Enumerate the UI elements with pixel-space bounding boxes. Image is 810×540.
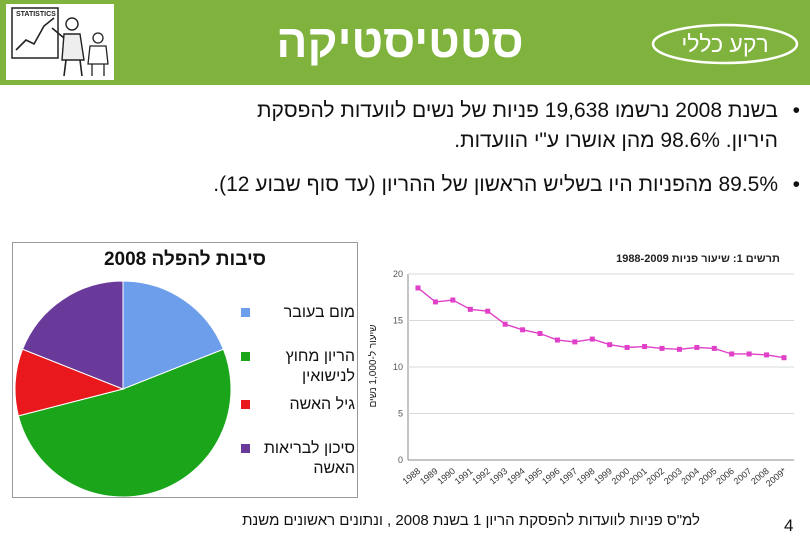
x-tick-label: 1988 (401, 466, 423, 487)
data-point (764, 352, 770, 358)
series-line (417, 287, 785, 359)
pie-chart-title: סיבות להפלה 2008 (103, 249, 267, 270)
y-tick-label: 20 (393, 269, 403, 279)
x-tick-label: 1999 (592, 466, 614, 487)
legend-item: מום בעובר (241, 303, 355, 323)
legend-label: הריון מחוץ לנישואין (285, 348, 355, 385)
logo-caption: STATISTICS (16, 11, 56, 18)
data-point (485, 308, 491, 314)
data-point (432, 299, 438, 305)
x-tick-label: 2000 (610, 466, 632, 487)
data-point (624, 344, 630, 350)
line-chart: תרשים 1: שיעור פניות 1988-2009 שיעור ל-1… (368, 253, 794, 489)
legend-item: הריון מחוץ לנישואין (241, 347, 355, 387)
y-tick-label: 10 (393, 362, 403, 372)
data-point (415, 285, 421, 291)
x-tick-label: 2004 (679, 466, 701, 487)
x-tick-label: 1992 (470, 466, 492, 487)
data-point (676, 346, 682, 352)
page-number: 4 (784, 516, 794, 535)
data-point (781, 355, 787, 361)
data-point (711, 345, 717, 351)
pie-slice (17, 348, 232, 497)
data-point (729, 351, 735, 357)
bullet-text-line: בשנת 2008 נרשמו 19,638 פניות של נשים לוו… (257, 99, 778, 122)
y-tick-label: 5 (398, 409, 403, 419)
x-tick-label: 2003 (662, 466, 684, 487)
legend-swatch (241, 444, 250, 453)
pie-slice (21, 280, 124, 390)
x-tick-label: 1994 (505, 466, 527, 487)
bullet-item: • 89.5% מהפניות היו בשליש הראשון של ההרי… (20, 170, 800, 200)
x-tick-label: 1997 (557, 466, 579, 487)
y-tick-label: 15 (393, 316, 403, 326)
y-tick-label: 0 (398, 455, 403, 465)
x-tick-label: 1996 (540, 466, 562, 487)
bullet-text-line: 89.5% מהפניות היו בשליש הראשון של ההריון… (213, 173, 778, 196)
legend-item: גיל האשה (241, 395, 355, 415)
pie-chart-panel: סיבות להפלה 2008 מום בעובר הריון מחוץ לנ… (12, 242, 358, 498)
slide-title: סטטיסטיקה (276, 15, 524, 67)
data-point (537, 331, 543, 337)
legend-label: מום בעובר (283, 304, 355, 321)
x-tick-label: 1989 (418, 466, 440, 487)
statistics-logo: STATISTICS (6, 4, 114, 80)
legend-swatch (241, 352, 250, 361)
x-tick-label: 2007 (732, 466, 754, 487)
data-point (502, 321, 508, 327)
brand-text: רקע כללי (681, 31, 768, 57)
bullet-dot-icon: • (792, 173, 800, 196)
x-tick-label: 2001 (627, 466, 649, 487)
data-point (520, 327, 526, 333)
source-footnote: למ"ס פניות לוועדות להפסקת הריון 1 בשנת 2… (242, 512, 700, 529)
x-tick-label: 1990 (435, 466, 457, 487)
bullet-dot-icon: • (792, 99, 800, 122)
data-point (607, 342, 613, 348)
x-tick-label: 2009* (764, 466, 789, 489)
x-tick-label: 2006 (714, 466, 736, 487)
line-chart-title: תרשים 1: שיעור פניות 1988-2009 (616, 253, 780, 265)
data-point (642, 344, 648, 350)
data-point (572, 339, 578, 345)
legend-swatch (241, 308, 250, 317)
x-tick-label: 2002 (645, 466, 667, 487)
brand-badge: רקע כללי (650, 22, 800, 66)
x-tick-label: 1991 (453, 466, 475, 487)
bullet-item: • בשנת 2008 נרשמו 19,638 פניות של נשים ל… (20, 96, 800, 156)
data-point (659, 345, 665, 351)
legend-label: גיל האשה (289, 396, 355, 413)
x-tick-label: 1998 (575, 466, 597, 487)
line-chart-ylabel: שיעור ל-1,000 נשים (368, 324, 379, 407)
pie-slice (122, 280, 225, 390)
pie-chart (14, 280, 232, 497)
x-tick-label: 1993 (488, 466, 510, 487)
line-plot-area: 0 5 10 15 20 19881989199019911992199319941995… (393, 269, 794, 489)
legend-label: סיכון לבריאות האשה (263, 440, 355, 477)
data-point (467, 306, 473, 312)
x-tick-label: 1995 (523, 466, 545, 487)
data-point (450, 297, 456, 303)
bullet-list: • בשנת 2008 נרשמו 19,638 פניות של נשים ל… (20, 96, 800, 214)
legend-item: סיכון לבריאות האשה (241, 439, 355, 479)
data-point (746, 351, 752, 357)
statistics-presenter-icon: STATISTICS (11, 7, 109, 77)
data-point (589, 336, 595, 342)
data-point (554, 337, 560, 343)
data-point (694, 344, 700, 350)
header-bar: STATISTICS סטטיסטיקה רקע כללי (0, 0, 810, 85)
x-tick-label: 2005 (697, 466, 719, 487)
bullet-text-line: היריון. 98.6% מהן אושרו ע"י הוועדות. (454, 129, 778, 152)
legend-swatch (241, 400, 250, 409)
